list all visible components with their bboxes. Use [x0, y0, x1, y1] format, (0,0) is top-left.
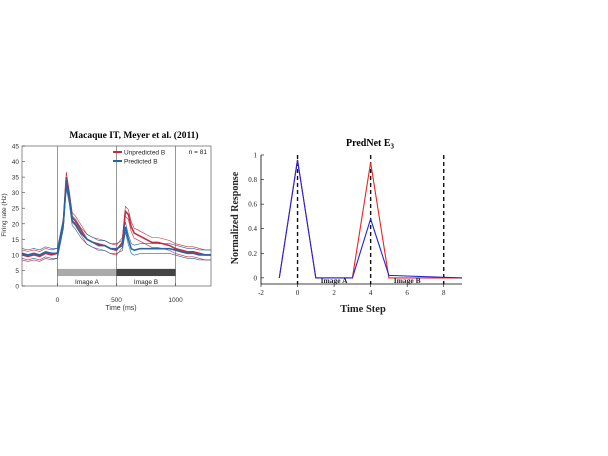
- legend: Unpredicted B Predicted B: [113, 150, 165, 166]
- x-tick-label: 0: [296, 289, 300, 297]
- y-tick-label: 15: [12, 237, 20, 244]
- legend-label-predicted: Predicted B: [124, 159, 158, 166]
- stimulus-bar: [57, 268, 117, 277]
- y-tick-label: 1: [254, 152, 258, 160]
- stimulus-bar-label: Image B: [134, 279, 158, 286]
- x-tick-label: 0: [56, 297, 60, 304]
- y-tick-label: 5: [15, 268, 19, 275]
- series-upper-bound: [21, 178, 211, 251]
- x-axis-label: Time (ms): [105, 305, 136, 312]
- prednet-title: PredNet E3: [346, 138, 395, 151]
- y-tick-label: 0: [254, 274, 258, 282]
- n-annotation: n = 81: [189, 149, 208, 156]
- stimulus-onset-lines: [57, 146, 176, 286]
- firing-rate-series: [21, 172, 211, 262]
- stimulus-bar: [116, 268, 176, 277]
- y-tick-label: 0.8: [248, 176, 257, 184]
- series-blue: [278, 159, 463, 279]
- x-axis-ticks: 0 500 1000: [56, 283, 183, 304]
- prednet-chart: PredNet E3 00.20.40.60.81 -2 0 2 4 6 8 Image …: [230, 138, 463, 315]
- y-tick-label: 0.6: [248, 201, 257, 209]
- y-tick-label: 35: [12, 175, 20, 182]
- x-tick-label: -2: [258, 289, 264, 297]
- y-tick-label: 45: [12, 144, 20, 151]
- series-predicted-b: [21, 183, 211, 256]
- x-tick-label: 4: [369, 289, 373, 297]
- y-tick-label: 30: [12, 190, 20, 197]
- stimulus-label: Image B: [394, 276, 421, 285]
- x-tick-label: 500: [111, 297, 122, 304]
- plot-frame: [21, 145, 212, 287]
- y-axis-label: Firing rate (Hz): [1, 193, 8, 236]
- response-series: [278, 159, 463, 279]
- y-tick-label: 40: [12, 159, 20, 166]
- x-tick-label: 8: [442, 289, 446, 297]
- x-axis-label: Time Step: [340, 304, 386, 315]
- y-tick-label: 0: [15, 284, 19, 291]
- x-tick-label: 1000: [168, 297, 183, 304]
- x-axis-ticks: -2 0 2 4 6 8: [258, 284, 446, 297]
- x-tick-label: 2: [332, 289, 336, 297]
- x-tick-label: 6: [405, 289, 409, 297]
- legend-label-unpredicted: Unpredicted B: [124, 150, 165, 157]
- y-tick-label: 20: [12, 221, 20, 228]
- y-tick-label: 25: [12, 206, 20, 213]
- series-lower-bound: [21, 188, 211, 261]
- y-axis-ticks: 0 5 10 15 20 25 30 35 40 45: [12, 144, 25, 291]
- y-tick-label: 10: [12, 252, 20, 259]
- y-tick-label: 0.4: [248, 225, 257, 233]
- stimulus-bars: Image A Image B: [57, 268, 176, 286]
- y-tick-label: 0.2: [248, 250, 257, 258]
- y-axis-label: Normalized Response: [230, 171, 241, 264]
- stimulus-label: Image A: [321, 276, 348, 285]
- stimulus-bar-label: Image A: [75, 279, 100, 286]
- stimulus-labels: Image A Image B: [321, 276, 421, 285]
- y-axis-ticks: 0 0.2 0.4 0.6 0.8 1: [248, 152, 264, 282]
- macaque-title: Macaque IT, Meyer et al. (2011): [69, 130, 198, 141]
